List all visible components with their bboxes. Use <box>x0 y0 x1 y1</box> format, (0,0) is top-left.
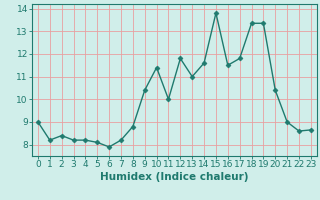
X-axis label: Humidex (Indice chaleur): Humidex (Indice chaleur) <box>100 172 249 182</box>
